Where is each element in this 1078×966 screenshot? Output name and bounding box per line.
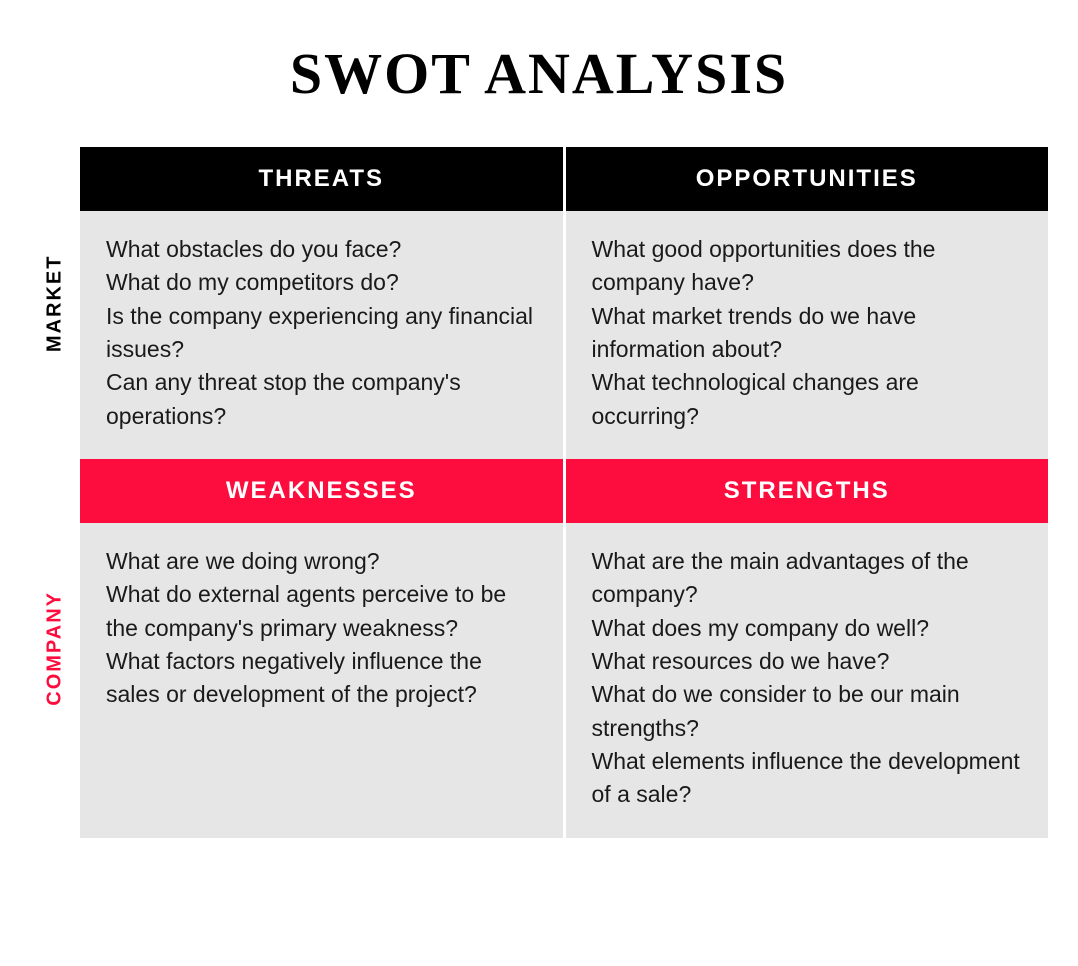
header-strengths: STRENGTHS bbox=[566, 459, 1049, 523]
question-text: What technological changes are occurring… bbox=[592, 366, 1023, 433]
question-text: What resources do we have? bbox=[592, 645, 1023, 678]
side-labels-column: MARKET COMPANY bbox=[30, 147, 80, 838]
question-text: Is the company experiencing any financia… bbox=[106, 300, 537, 367]
question-text: What are the main advantages of the comp… bbox=[592, 545, 1023, 612]
side-label-market: MARKET bbox=[30, 147, 80, 459]
question-text: What do we consider to be our main stren… bbox=[592, 678, 1023, 745]
question-text: What elements influence the development … bbox=[592, 745, 1023, 812]
question-text: What good opportunities does the company… bbox=[592, 233, 1023, 300]
cell-strengths: What are the main advantages of the comp… bbox=[566, 523, 1049, 838]
question-text: What do external agents perceive to be t… bbox=[106, 578, 537, 645]
cell-weaknesses: What are we doing wrong?What do external… bbox=[80, 523, 563, 838]
swot-layout: MARKET COMPANY THREATS OPPORTUNITIES Wha… bbox=[30, 147, 1048, 838]
question-text: What does my company do well? bbox=[592, 612, 1023, 645]
question-text: What do my competitors do? bbox=[106, 266, 537, 299]
cell-opportunities: What good opportunities does the company… bbox=[566, 211, 1049, 459]
question-text: What obstacles do you face? bbox=[106, 233, 537, 266]
swot-grid: THREATS OPPORTUNITIES What obstacles do … bbox=[80, 147, 1048, 838]
page-title: SWOT ANALYSIS bbox=[30, 40, 1048, 107]
question-text: What are we doing wrong? bbox=[106, 545, 537, 578]
cell-threats: What obstacles do you face?What do my co… bbox=[80, 211, 563, 459]
question-text: What market trends do we have informatio… bbox=[592, 300, 1023, 367]
question-text: What factors negatively influence the sa… bbox=[106, 645, 537, 712]
header-opportunities: OPPORTUNITIES bbox=[566, 147, 1049, 211]
question-text: Can any threat stop the company's operat… bbox=[106, 366, 537, 433]
side-label-company: COMPANY bbox=[30, 459, 80, 838]
header-threats: THREATS bbox=[80, 147, 563, 211]
swot-diagram: SWOT ANALYSIS MARKET COMPANY THREATS OPP… bbox=[0, 0, 1078, 868]
header-weaknesses: WEAKNESSES bbox=[80, 459, 563, 523]
